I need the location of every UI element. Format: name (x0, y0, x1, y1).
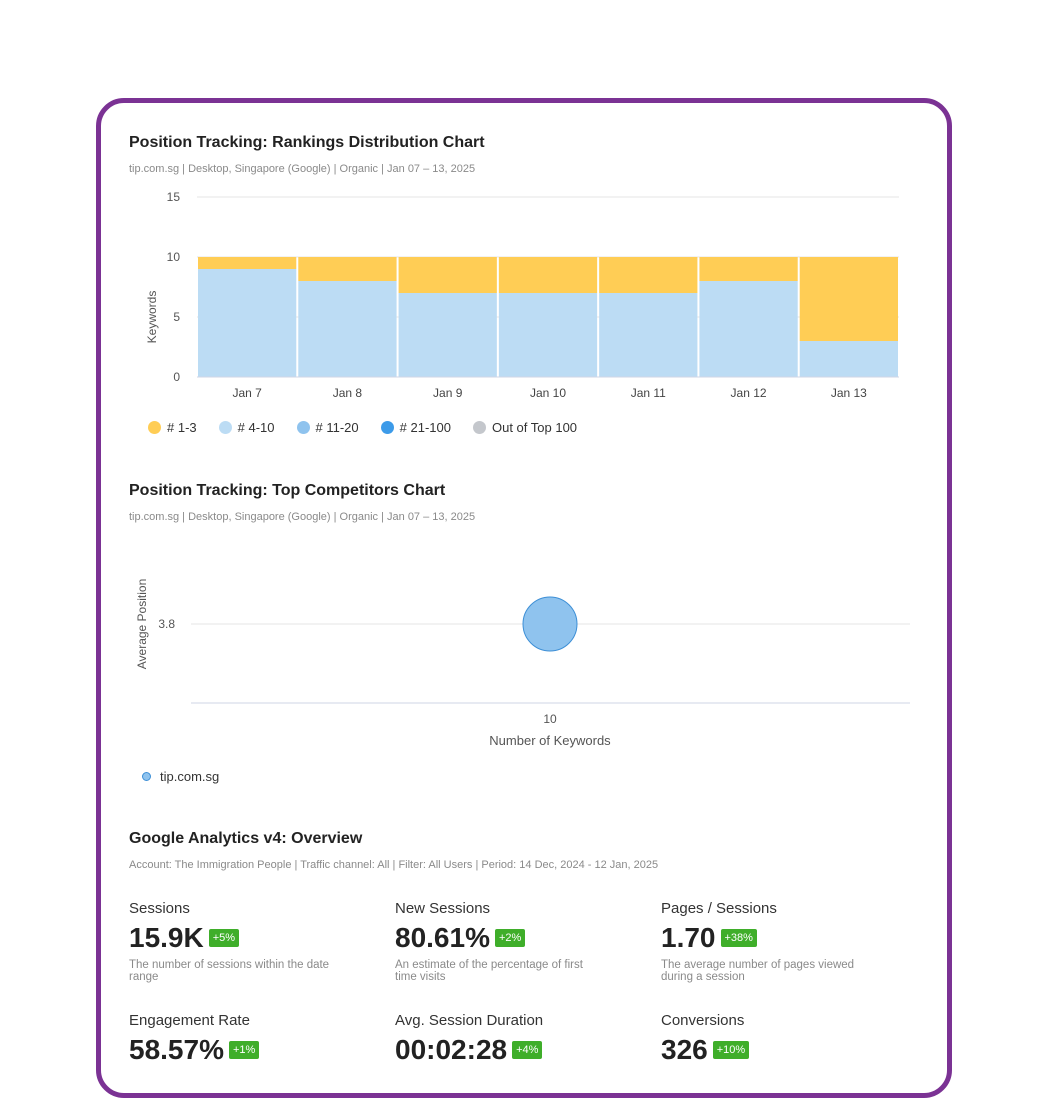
x-tick-label: Jan 13 (831, 386, 867, 400)
metric-value: 326 (661, 1034, 708, 1065)
metric-label: Conversions (661, 1012, 745, 1029)
metric-label: Sessions (129, 900, 190, 917)
metric-row: 80.61% +2% (395, 921, 635, 955)
metric-value: 80.61% (395, 922, 490, 953)
x-tick-label: Jan 10 (530, 386, 566, 400)
metric-row: 1.70 +38% (661, 921, 901, 955)
bar-segment[interactable] (599, 293, 698, 377)
legend-item[interactable]: # 21-100 (380, 420, 451, 435)
y-tick-label: 0 (173, 370, 180, 384)
legend-label: # 4-10 (237, 420, 275, 435)
legend-label: tip.com.sg (160, 769, 220, 784)
x-axis-label: Number of Keywords (489, 733, 611, 748)
legend-label: # 21-100 (399, 420, 451, 435)
rankings-chart: 0 5 10 15 Keywords Jan 7 Jan 8 Jan 9 Jan 10 Jan 1… (145, 190, 899, 400)
metric-card: Avg. Session Duration 00:02:28 +4% (395, 1012, 635, 1067)
metric-change-badge: +38% (720, 929, 757, 947)
metric-description: An estimate of the percentage of first t… (395, 959, 583, 983)
metric-row: 00:02:28 +4% (395, 1033, 635, 1067)
competitors-legend: tip.com.sg (142, 769, 219, 784)
metric-description: The number of sessions within the date r… (129, 959, 330, 983)
metric-card: Pages / Sessions 1.70 +38% The average numb… (661, 900, 901, 983)
bar-segment[interactable] (699, 281, 798, 377)
metric-card: Engagement Rate 58.57% +1% (129, 1012, 369, 1067)
competitors-chart: 3.8 10 Number of Keywords Average Position (135, 579, 910, 748)
legend-label: Out of Top 100 (491, 420, 578, 435)
legend-dot-icon (380, 421, 394, 434)
legend-dot-icon (218, 421, 232, 434)
metric-label: Avg. Session Duration (395, 1012, 544, 1029)
y-axis-label: Average Position (135, 579, 149, 670)
rankings-legend: # 1-3 # 4-10 # 11-20 # 21-100 Out of Top 100 (148, 420, 577, 435)
legend-item[interactable]: # 1-3 (148, 420, 197, 435)
legend-label: # 11-20 (315, 420, 359, 435)
bar-segment[interactable] (298, 257, 397, 281)
metric-label: Engagement Rate (129, 1012, 250, 1029)
bar-segment[interactable] (799, 341, 898, 377)
y-tick-label: 10 (167, 250, 181, 264)
x-tick-label: Jan 11 (631, 386, 666, 400)
metric-card: New Sessions 80.61% +2% An estimate of the … (395, 900, 635, 983)
bar-segment[interactable] (799, 257, 898, 341)
metric-row: 15.9K +5% (129, 921, 369, 955)
y-tick-label: 15 (167, 190, 181, 204)
metric-value: 15.9K (129, 922, 204, 953)
y-tick-label: 5 (173, 310, 180, 324)
competitors-subtitle: tip.com.sg | Desktop, Singapore (Google)… (129, 511, 476, 523)
x-tick-label: Jan 12 (731, 386, 767, 400)
metric-label: Pages / Sessions (661, 900, 777, 917)
metric-change-badge: +2% (494, 929, 526, 947)
metric-change-badge: +5% (208, 929, 240, 947)
legend-item[interactable]: Out of Top 100 (472, 420, 578, 435)
metric-row: 58.57% +1% (129, 1033, 369, 1067)
bar-segment[interactable] (398, 257, 497, 293)
metric-value: 1.70 (661, 922, 716, 953)
metric-card: Conversions 326 +10% (661, 1012, 901, 1067)
legend-item[interactable]: # 4-10 (218, 420, 275, 435)
legend-label: # 1-3 (167, 420, 197, 435)
bar-segment[interactable] (198, 257, 297, 269)
ga-title: Google Analytics v4: Overview (129, 830, 363, 847)
x-tick-label: 10 (543, 712, 557, 726)
bar-segment[interactable] (498, 257, 598, 293)
metric-value: 58.57% (129, 1034, 224, 1065)
legend-item[interactable]: # 11-20 (296, 420, 359, 435)
metric-row: 326 +10% (661, 1033, 901, 1067)
x-tick-label: Jan 7 (232, 386, 262, 400)
legend-dot-icon (472, 421, 486, 434)
ga-subtitle: Account: The Immigration People | Traffi… (129, 859, 659, 871)
x-tick-label: Jan 8 (333, 386, 363, 400)
metric-change-badge: +1% (228, 1041, 260, 1059)
metric-label: New Sessions (395, 900, 491, 917)
rankings-subtitle: tip.com.sg | Desktop, Singapore (Google)… (129, 163, 476, 175)
bar-segment[interactable] (398, 293, 497, 377)
scatter-point[interactable] (522, 596, 578, 652)
rankings-title: Position Tracking: Rankings Distribution… (129, 134, 485, 151)
legend-dot-icon (148, 421, 161, 434)
metric-value: 00:02:28 (395, 1034, 508, 1065)
metric-card: Sessions 15.9K +5% The number of sessions w… (129, 900, 369, 983)
metric-change-badge: +10% (712, 1041, 750, 1059)
bar-segment[interactable] (498, 293, 598, 377)
bar-segment[interactable] (198, 269, 297, 377)
metric-change-badge: +4% (512, 1041, 543, 1059)
legend-marker-icon (142, 772, 151, 781)
legend-dot-icon (296, 421, 310, 434)
competitors-title: Position Tracking: Top Competitors Chart (129, 482, 446, 499)
metric-description: The average number of pages viewed durin… (661, 959, 855, 983)
bar-segment[interactable] (599, 257, 698, 293)
x-tick-label: Jan 9 (433, 386, 463, 400)
y-axis-label: Keywords (145, 291, 159, 344)
bar-segment[interactable] (699, 257, 798, 281)
bar-segment[interactable] (298, 281, 397, 377)
y-tick-label: 3.8 (158, 617, 175, 631)
